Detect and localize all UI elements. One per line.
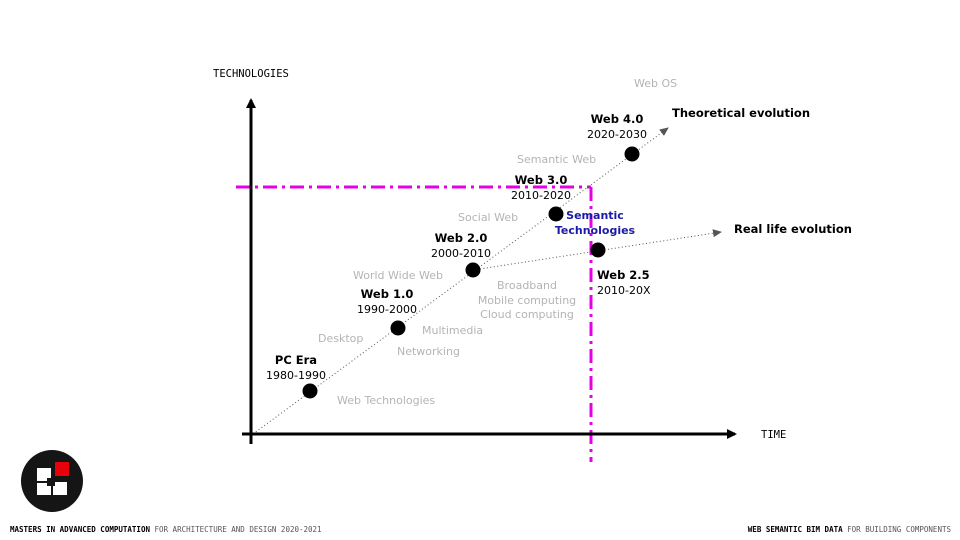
milestone-years-pc-era: 1980-1990 (266, 369, 326, 382)
footer-right: WEB SEMANTIC BIM DATA FOR BUILDING COMPO… (748, 525, 951, 534)
tech-label-world-wide-web: World Wide Web (353, 269, 443, 282)
milestone-name-web-25: Web 2.5 (597, 268, 650, 282)
tech-label-web-os: Web OS (634, 77, 677, 90)
milestone-years-web-3: 2010-2020 (511, 189, 571, 202)
footer-left-bold: MASTERS IN ADVANCED COMPUTATION (10, 525, 150, 534)
milestone-years-web-4: 2020-2030 (587, 128, 647, 141)
footer-right-rest: FOR BUILDING COMPONENTS (847, 525, 951, 534)
milestone-name-pc-era: PC Era (275, 353, 317, 367)
tech-label-desktop: Desktop (318, 332, 363, 345)
y-axis-label: TECHNOLOGIES (213, 68, 289, 80)
tech-label-mobile-computing: Mobile computing (478, 294, 576, 307)
milestone-dot-web-2 (465, 262, 481, 278)
milestone-years-web-1: 1990-2000 (357, 303, 417, 316)
footer-left-rest: FOR ARCHITECTURE AND DESIGN 2020-2021 (154, 525, 322, 534)
milestone-name-web-1: Web 1.0 (361, 287, 414, 301)
tech-label-semantic-web: Semantic Web (517, 153, 596, 166)
tech-label-networking: Networking (397, 345, 460, 358)
milestone-dot-web-25 (590, 242, 606, 258)
real-life-evolution-label: Real life evolution (734, 222, 852, 236)
tech-label-multimedia: Multimedia (422, 324, 483, 337)
theoretical-evolution-label: Theoretical evolution (672, 106, 810, 120)
semantic-technologies-line2: Technologies (555, 224, 636, 237)
milestone-dot-web-3 (548, 206, 564, 222)
milestone-name-web-3: Web 3.0 (515, 173, 568, 187)
milestone-name-web-4: Web 4.0 (591, 112, 644, 126)
tech-label-broadband: Broadband (497, 279, 557, 292)
footer-left: MASTERS IN ADVANCED COMPUTATION FOR ARCH… (10, 525, 322, 534)
milestone-dot-web-1 (390, 320, 406, 336)
semantic-technologies-line1: Semantic (566, 209, 624, 222)
milestone-dot-pc-era (302, 383, 318, 399)
bim-blocks-logo-icon (21, 450, 83, 512)
x-axis-label: TIME (761, 429, 786, 441)
milestone-years-web-2: 2000-2010 (431, 247, 491, 260)
milestone-name-web-2: Web 2.0 (435, 231, 488, 245)
milestone-dot-web-4 (624, 146, 640, 162)
footer-right-bold: WEB SEMANTIC BIM DATA (747, 525, 843, 534)
tech-label-cloud-computing: Cloud computing (480, 308, 574, 321)
milestone-years-web-25: 2010-20X (597, 284, 651, 297)
tech-label-web-technologies: Web Technologies (337, 394, 435, 407)
tech-label-social-web: Social Web (458, 211, 518, 224)
